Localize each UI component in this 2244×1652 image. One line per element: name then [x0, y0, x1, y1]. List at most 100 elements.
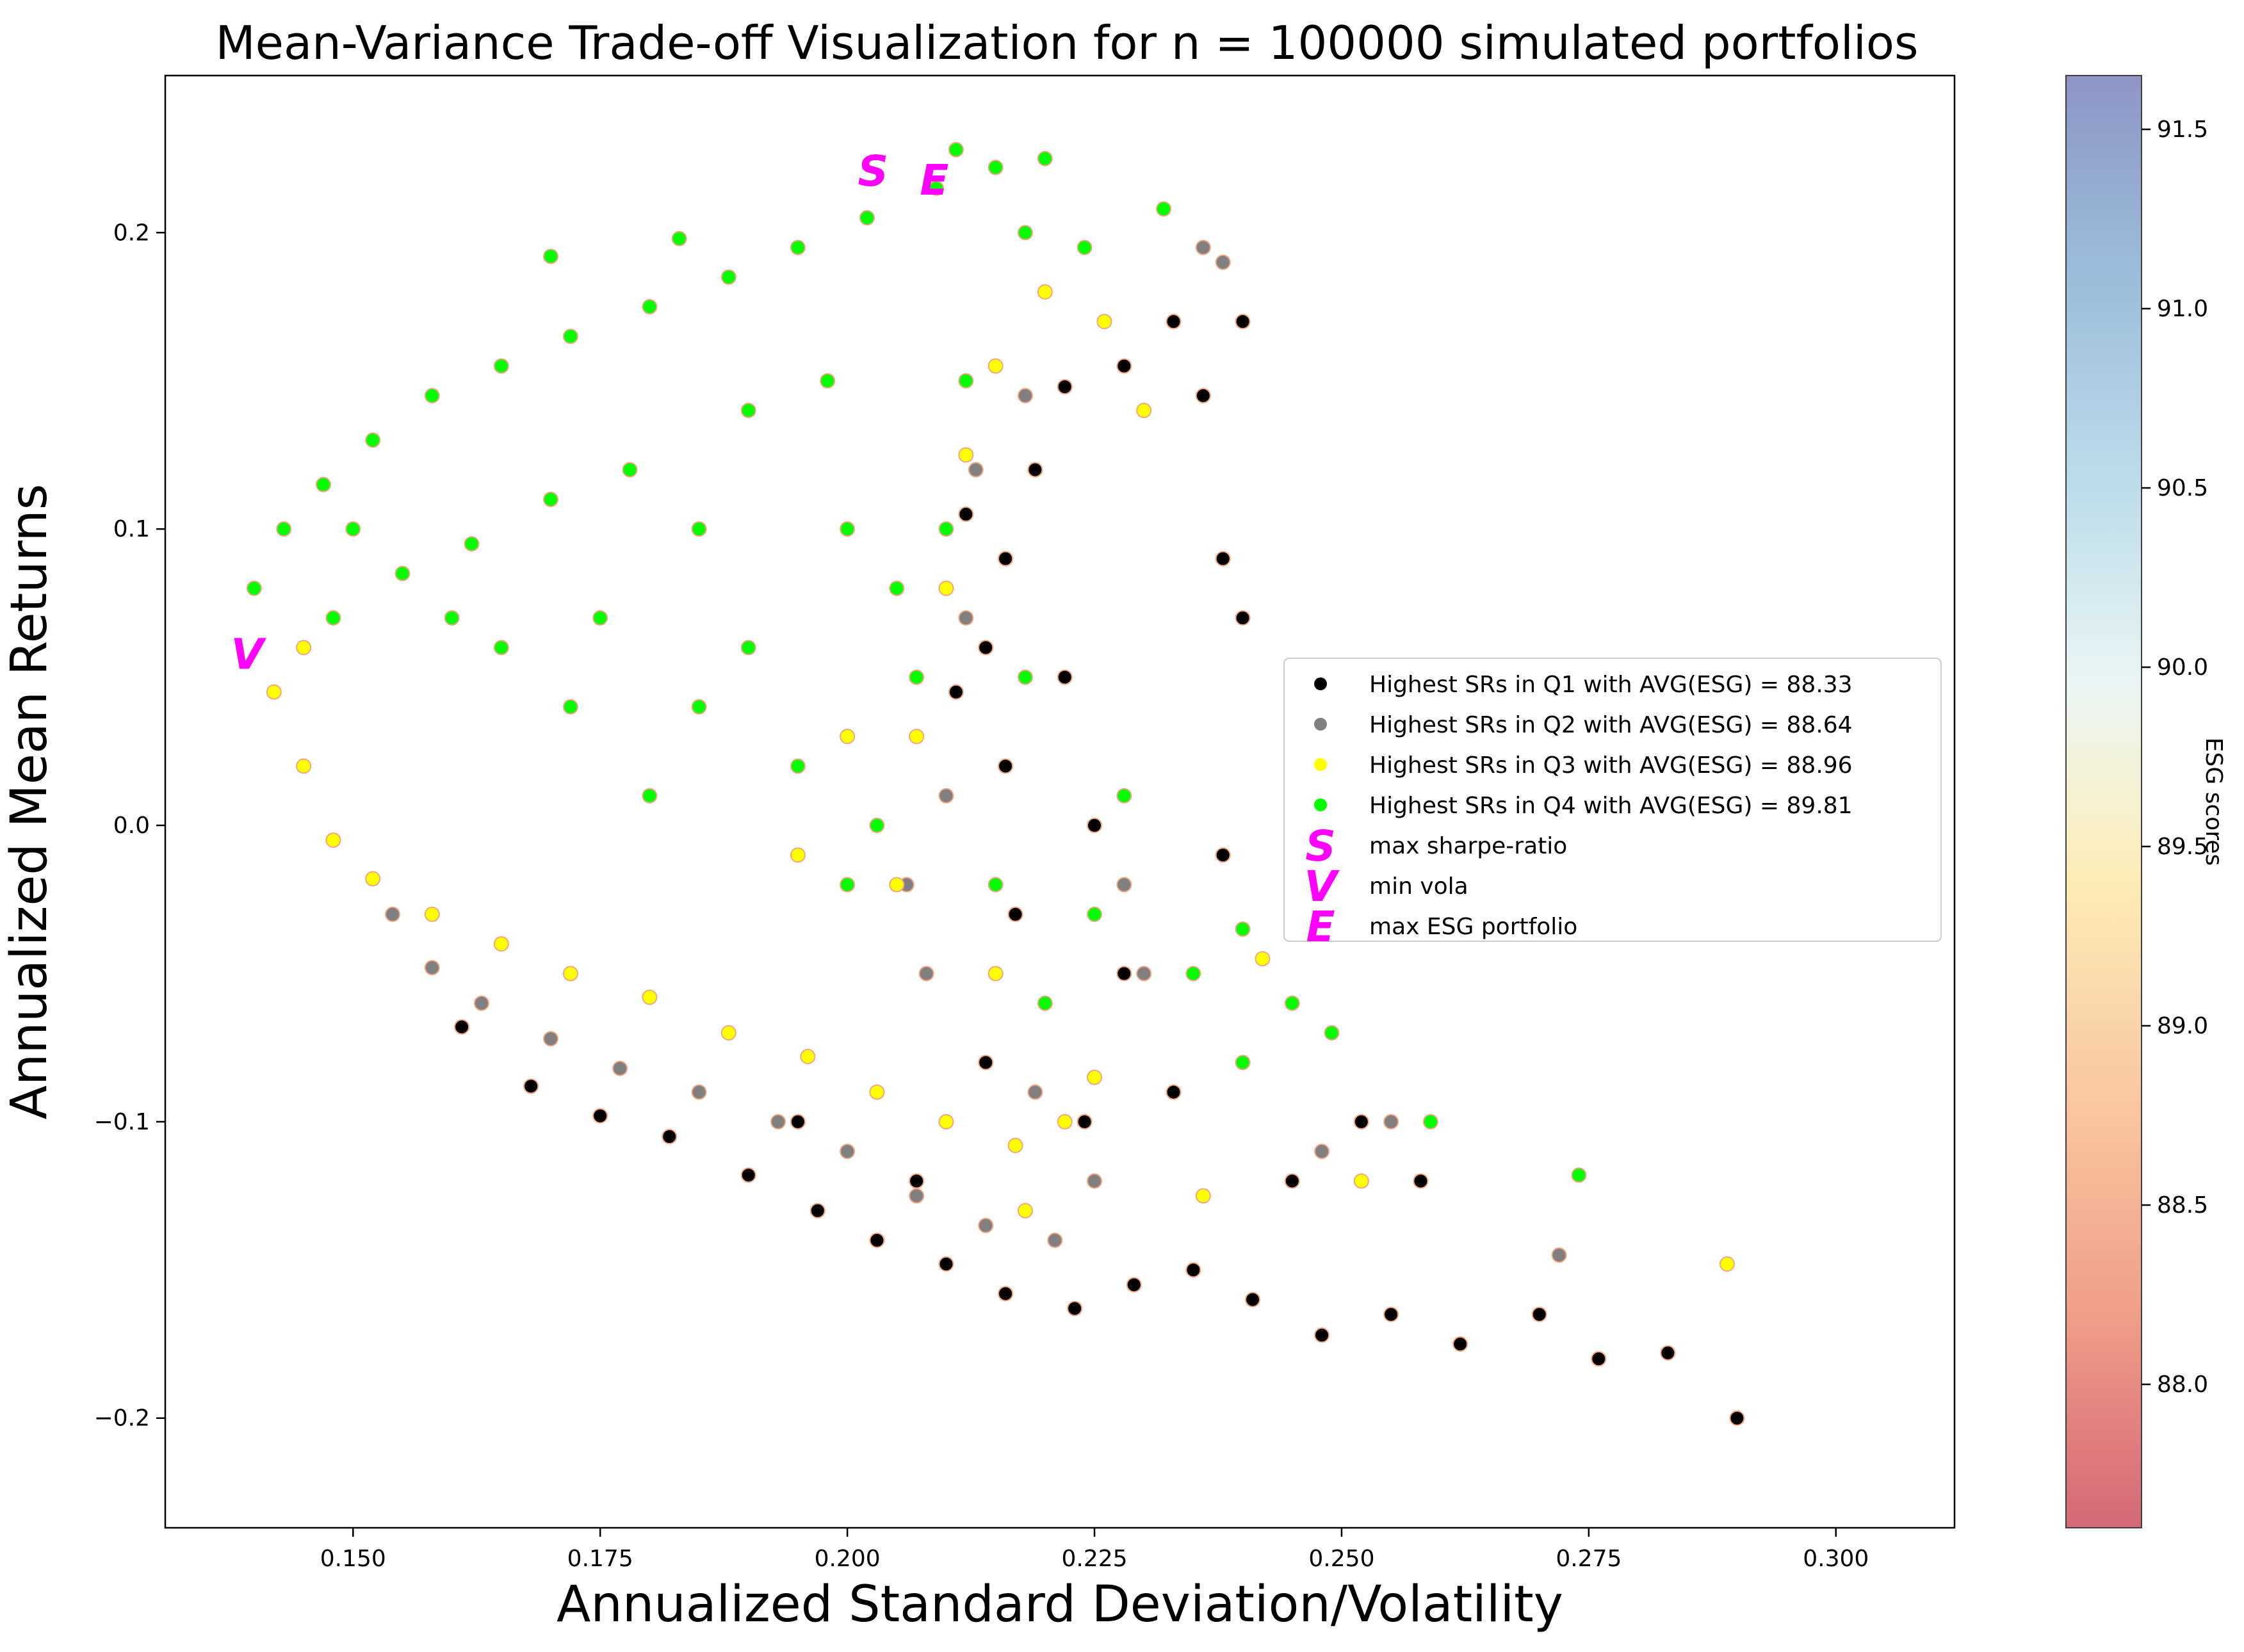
- scatter-point-q2-23: [1383, 1113, 1399, 1130]
- scatter-point-q4-3: [365, 432, 381, 448]
- y-axis-ticks: −0.2 −0.1 0.0 0.1 0.2: [94, 220, 165, 1432]
- legend-swatch-q1: [1314, 677, 1327, 690]
- scatter-point-q4-14: [948, 142, 964, 158]
- scatter-point-q1-22: [998, 758, 1014, 774]
- scatter-point-q2-19: [1136, 966, 1152, 982]
- y-tick-label-2: 0.0: [113, 813, 150, 839]
- x-tick-label-6: 0.300: [1803, 1546, 1869, 1572]
- scatter-layer: [246, 142, 1745, 1426]
- scatter-point-q3-8: [720, 1025, 736, 1041]
- scatter-point-q4-43: [1156, 201, 1172, 217]
- scatter-point-q4-24: [622, 462, 638, 478]
- scatter-point-q1-9: [1067, 1300, 1083, 1316]
- scatter-point-q4-45: [1235, 1055, 1251, 1071]
- legend-label-s: max sharpe-ratio: [1369, 833, 1567, 859]
- x-axis-ticks: 0.150 0.175 0.200 0.225 0.250 0.275 0.300: [320, 1528, 1869, 1572]
- legend-label-q2: Highest SRs in Q2 with AVG(ESG) = 88.64: [1369, 712, 1853, 738]
- legend-marker-v: V: [1304, 862, 1340, 911]
- legend-label-v: min vola: [1369, 873, 1468, 900]
- chart-title: Mean-Variance Trade-off Visualization fo…: [216, 16, 1919, 70]
- marker-v: V: [231, 630, 267, 679]
- scatter-point-q4-18: [909, 669, 925, 685]
- scatter-point-q1-5: [809, 1203, 825, 1219]
- scatter-point-q4-0: [246, 580, 262, 596]
- scatter-point-q2-22: [1314, 1144, 1330, 1160]
- colorbar-ticks: 88.0 88.5 89.0 89.5 90.0 90.5 91.0 91.5: [2142, 117, 2208, 1398]
- scatter-point-q2-13: [958, 610, 974, 626]
- scatter-point-q4-2: [315, 476, 331, 492]
- scatter-point-q4-19: [869, 818, 885, 834]
- x-tick-label-2: 0.200: [815, 1546, 881, 1572]
- scatter-point-q1-11: [1185, 1262, 1201, 1278]
- scatter-point-q1-2: [592, 1108, 608, 1124]
- scatter-point-q3-2: [325, 832, 341, 848]
- scatter-point-q2-4: [612, 1060, 628, 1076]
- scatter-point-q1-45: [1116, 358, 1132, 374]
- scatter-point-q1-3: [662, 1129, 678, 1145]
- scatter-point-q4-9: [790, 239, 806, 255]
- scatter-point-q1-24: [998, 551, 1014, 567]
- scatter-point-q1-40: [1195, 387, 1211, 403]
- scatter-point-q4-5: [493, 358, 509, 374]
- scatter-point-q4-8: [720, 269, 736, 285]
- scatter-point-q4-16: [958, 373, 974, 389]
- scatter-point-q1-6: [869, 1233, 885, 1249]
- legend-label-q4: Highest SRs in Q4 with AVG(ESG) = 89.81: [1369, 793, 1853, 819]
- scatter-point-q1-30: [1087, 818, 1103, 834]
- scatter-point-q2-25: [1116, 877, 1132, 893]
- scatter-point-q2-6: [770, 1113, 786, 1130]
- legend-swatch-q2: [1314, 718, 1327, 731]
- scatter-point-q3-16: [909, 729, 925, 745]
- scatter-point-q1-29: [1057, 669, 1073, 685]
- scatter-point-q1-28: [948, 684, 964, 700]
- scatter-point-q2-18: [1087, 1173, 1103, 1189]
- scatter-point-q4-46: [1284, 995, 1300, 1011]
- scatter-point-q4-21: [790, 758, 806, 774]
- scatter-point-q3-28: [1719, 1256, 1735, 1272]
- scatter-point-q1-14: [1383, 1306, 1399, 1322]
- scatter-point-q3-25: [1195, 1188, 1211, 1204]
- scatter-point-q4-20: [840, 877, 856, 893]
- scatter-point-q3-14: [1087, 1069, 1103, 1085]
- plot-area-frame: [164, 74, 1956, 1529]
- scatter-point-q1-34: [909, 1173, 925, 1189]
- scatter-point-q4-23: [691, 521, 707, 537]
- legend: Highest SRs in Q1 with AVG(ESG) = 88.33 H…: [1283, 658, 1942, 952]
- scatter-point-q2-5: [691, 1084, 707, 1100]
- scatter-point-q3-21: [1096, 314, 1112, 330]
- scatter-point-q2-1: [424, 960, 440, 976]
- scatter-point-q3-24: [1017, 1203, 1033, 1219]
- scatter-point-q2-10: [1047, 1233, 1063, 1249]
- scatter-point-q1-4: [740, 1167, 756, 1183]
- scatter-point-q4-28: [325, 610, 341, 626]
- scatter-point-q4-41: [1037, 995, 1053, 1011]
- scatter-point-q2-15: [1017, 387, 1033, 403]
- scatter-point-q1-21: [1007, 906, 1023, 922]
- scatter-point-q1-27: [958, 506, 974, 522]
- scatter-point-q3-5: [493, 936, 509, 952]
- marker-e: E: [920, 156, 948, 205]
- x-tick-label-4: 0.250: [1308, 1546, 1374, 1572]
- scatter-point-q3-12: [1007, 1137, 1023, 1153]
- scatter-point-q1-39: [1235, 314, 1251, 330]
- y-tick-label-4: 0.2: [113, 220, 150, 246]
- scatter-point-q1-18: [1660, 1345, 1676, 1361]
- legend-label-e: max ESG portfolio: [1369, 914, 1577, 940]
- x-tick-label-5: 0.275: [1556, 1546, 1622, 1572]
- scatter-point-q3-19: [988, 358, 1004, 374]
- scatter-point-q4-27: [394, 565, 411, 581]
- scatter-point-q3-10: [869, 1084, 885, 1100]
- x-tick-label-0: 0.150: [320, 1546, 386, 1572]
- scatter-point-q3-18: [958, 447, 974, 463]
- colorbar-label: ESG scores: [2200, 738, 2227, 866]
- scatter-point-q4-22: [740, 640, 756, 656]
- legend-label-q1: Highest SRs in Q1 with AVG(ESG) = 88.33: [1369, 672, 1853, 698]
- scatter-point-q1-26: [1057, 379, 1073, 394]
- scatter-point-q4-30: [592, 610, 608, 626]
- scatter-point-q1-38: [1413, 1173, 1429, 1189]
- scatter-point-q1-36: [1284, 1173, 1300, 1189]
- scatter-point-q2-8: [909, 1188, 925, 1204]
- legend-swatch-q4: [1314, 798, 1327, 811]
- legend-label-q3: Highest SRs in Q3 with AVG(ESG) = 88.96: [1369, 752, 1853, 779]
- scatter-point-q3-11: [938, 1113, 954, 1130]
